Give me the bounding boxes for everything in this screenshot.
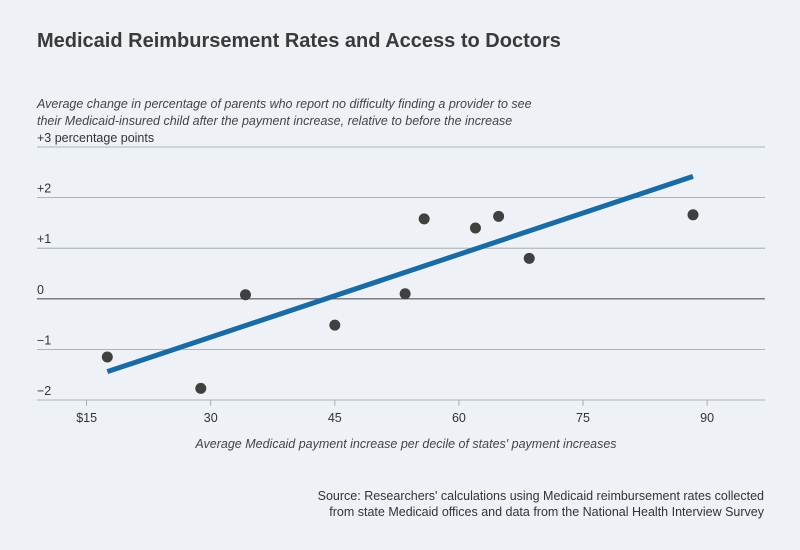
y-tick-label: +2 [37, 182, 51, 196]
x-tick-label: 75 [576, 411, 590, 425]
x-ticks: $15 30 45 60 75 90 [76, 400, 714, 425]
y-tick-label: +1 [37, 232, 51, 246]
subtitle-line-1: Average change in percentage of parents … [37, 97, 532, 111]
source-line-1: Source: Researchers' calculations using … [317, 489, 764, 503]
y-tick-labels: +3 percentage points +2 +1 0 −1 −2 [37, 131, 154, 398]
y-tick-label: −2 [37, 384, 51, 398]
y-tick-label: +3 percentage points [37, 131, 154, 145]
data-point [687, 209, 699, 221]
data-point [418, 213, 430, 225]
x-tick-label: $15 [76, 411, 97, 425]
chart-title: Medicaid Reimbursement Rates and Access … [37, 30, 561, 52]
trendline-group [106, 173, 694, 375]
y-tick-label: −1 [37, 333, 51, 347]
chart-subtitle: Average change in percentage of parents … [37, 96, 597, 130]
x-tick-label: 30 [204, 411, 218, 425]
x-tick-label: 45 [328, 411, 342, 425]
trendline [106, 173, 694, 375]
source-note: Source: Researchers' calculations using … [318, 488, 764, 520]
data-point [101, 351, 113, 363]
data-point [329, 319, 341, 331]
x-tick-label: 90 [700, 411, 714, 425]
source-line-2: from state Medicaid offices and data fro… [329, 505, 764, 519]
y-tick-label: 0 [37, 283, 44, 297]
x-axis-title: Average Medicaid payment increase per de… [194, 437, 616, 451]
data-point [239, 289, 251, 301]
data-point [523, 252, 535, 264]
data-point [399, 288, 411, 300]
data-points [101, 209, 699, 394]
data-point [469, 222, 481, 234]
x-tick-label: 60 [452, 411, 466, 425]
data-point [493, 210, 505, 222]
grid-lines [37, 146, 765, 401]
subtitle-line-2: their Medicaid-insured child after the p… [37, 114, 513, 128]
data-point [195, 382, 207, 394]
